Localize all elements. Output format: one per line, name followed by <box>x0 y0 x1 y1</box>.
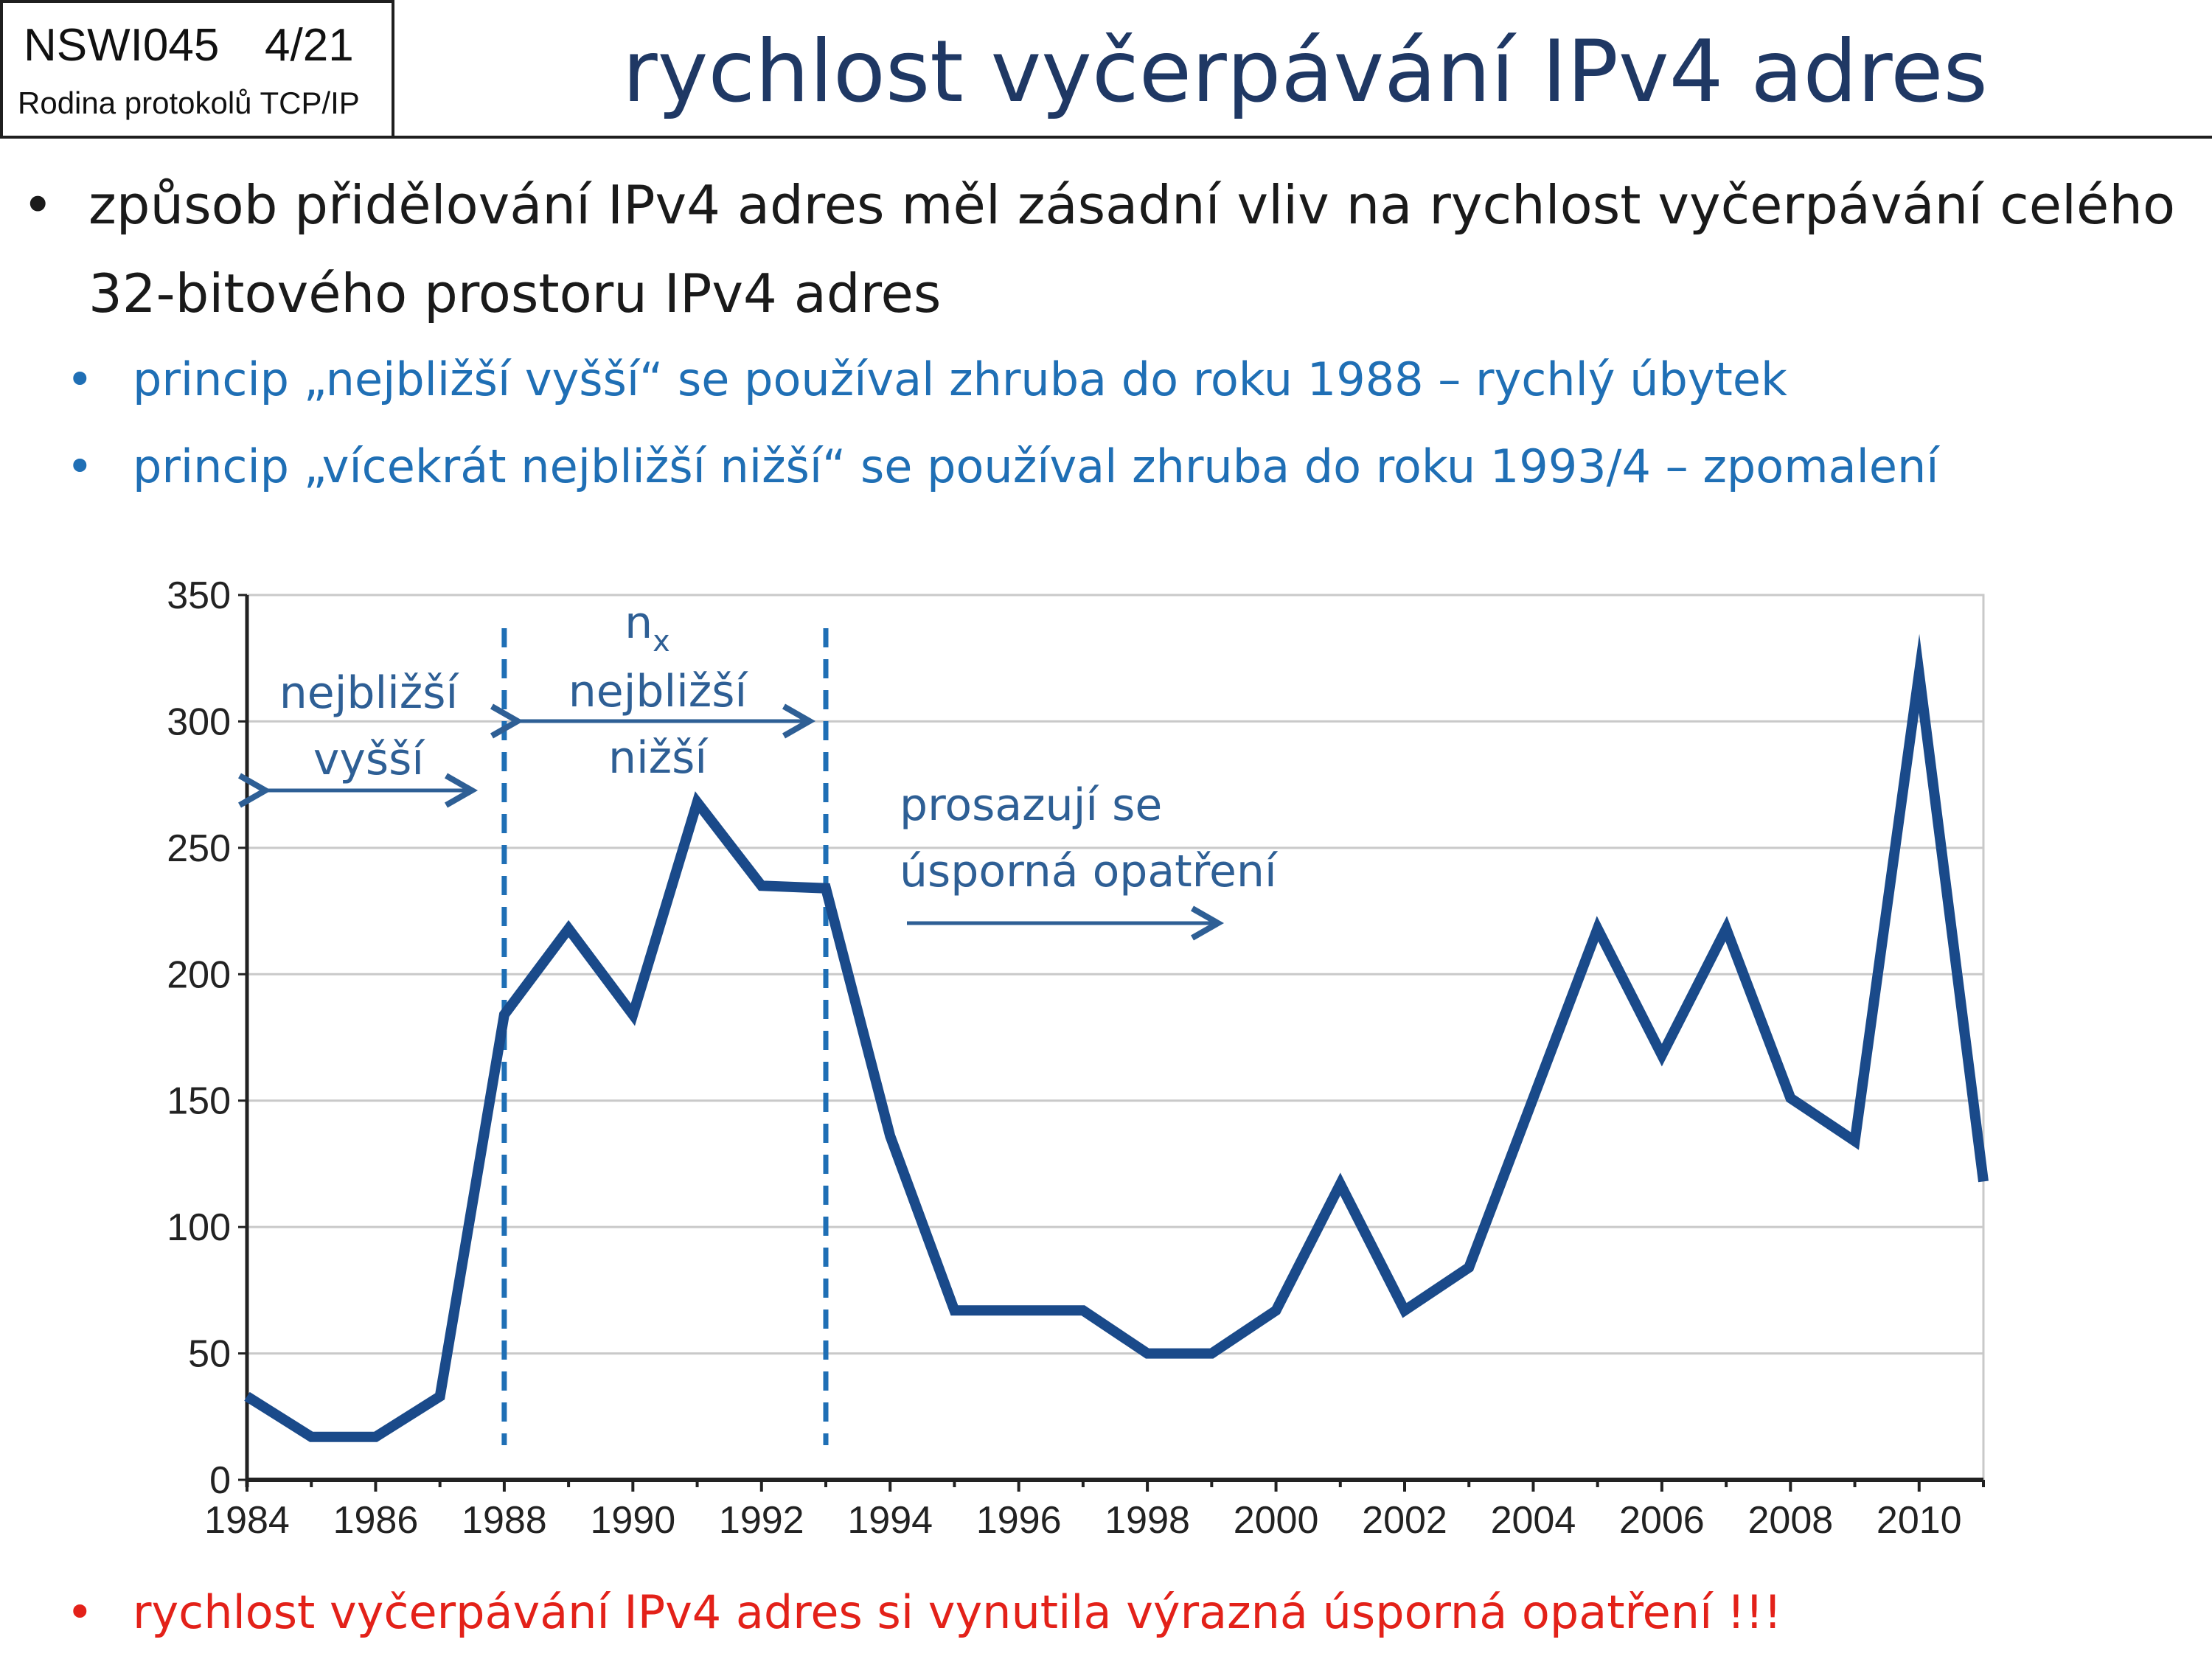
mid-annotation-line2: nižší <box>608 732 709 784</box>
course-name: Rodina protokolů TCP/IP <box>18 86 360 120</box>
slide-header: NSWI045 4/21 Rodina protokolů TCP/IP ryc… <box>0 0 2212 139</box>
data-point <box>439 1396 441 1397</box>
mid-annotation-n: nx <box>625 597 670 658</box>
series-layer <box>244 633 1989 1442</box>
data-point <box>310 1436 312 1438</box>
data-point <box>1404 1310 1405 1311</box>
y-tick-label: 300 <box>167 700 231 743</box>
data-point <box>1983 1180 1984 1182</box>
bullet-dot: • <box>66 1585 94 1639</box>
y-tick-label: 150 <box>167 1080 231 1123</box>
data-point <box>1468 1267 1470 1268</box>
grid-lines <box>247 594 1983 1481</box>
data-point <box>1340 1183 1341 1185</box>
data-point <box>1597 928 1599 930</box>
data-point <box>697 801 698 803</box>
x-tick-label: 1986 <box>333 1499 419 1542</box>
data-point <box>246 1396 248 1397</box>
x-tick-label: 1998 <box>1105 1499 1190 1542</box>
plot-frame <box>246 594 1985 1481</box>
x-tick-label: 1984 <box>204 1499 290 1542</box>
x-tick-label: 1988 <box>462 1499 547 1542</box>
data-point <box>632 1014 633 1015</box>
ipv4-allocation-chart: 0 50 100 150 200 250 300 350 1984 1986 1988 1990 199… <box>167 574 1989 1542</box>
x-tick-label: 2002 <box>1362 1499 1447 1542</box>
course-code: NSWI045 <box>24 20 220 71</box>
data-point <box>1725 928 1727 930</box>
right-annotation-line1: prosazují se <box>900 779 1162 831</box>
data-point <box>1661 1054 1663 1056</box>
data-point <box>1147 1353 1148 1354</box>
data-point <box>375 1436 376 1438</box>
x-tick-label: 2008 <box>1747 1499 1833 1542</box>
left-annotation-line2: vyšší <box>313 734 426 785</box>
y-tick-label: 200 <box>167 953 231 996</box>
data-point <box>889 1135 891 1137</box>
left-annotation-line1: nejbližší <box>279 667 460 719</box>
axes: 0 50 100 150 200 250 300 350 1984 1986 1988 1990 199… <box>167 574 1985 1542</box>
y-tick-label: 0 <box>209 1459 231 1502</box>
mid-annotation-n-main: n <box>625 597 653 649</box>
x-tick-label: 1994 <box>847 1499 933 1542</box>
bullet-dot: • <box>66 439 94 493</box>
data-point <box>1211 1353 1212 1354</box>
y-tick-label: 50 <box>188 1333 231 1376</box>
mid-annotation-n-subscript: x <box>653 625 670 658</box>
x-tick-label: 1992 <box>719 1499 804 1542</box>
x-tick-label: 1990 <box>590 1499 675 1542</box>
data-point <box>1854 1141 1856 1142</box>
page-number: 4/21 <box>265 20 354 71</box>
right-annotation-line2: úsporná opatření <box>900 846 1279 897</box>
sub-bullet-1-text: princip „nejbližší vyšší“ se používal zh… <box>133 352 1787 406</box>
data-point <box>1919 672 1920 674</box>
data-point <box>761 885 762 886</box>
data-point <box>953 1310 955 1311</box>
footer-bullet-text: rychlost vyčerpávání IPv4 adres si vynut… <box>133 1585 1782 1639</box>
data-point <box>1276 1310 1277 1311</box>
data-point <box>504 1014 505 1015</box>
y-tick-label: 350 <box>167 574 231 617</box>
annotations: nejbližší vyšší nx nejbližší nižší prosa… <box>238 597 1279 941</box>
x-tick-label: 2006 <box>1619 1499 1705 1542</box>
slide-title: rychlost vyčerpávání IPv4 adres <box>622 22 1988 122</box>
x-tick-label: 2000 <box>1234 1499 1319 1542</box>
sub-bullet-2-text: princip „vícekrát nejbližší nižší“ se po… <box>133 439 1939 493</box>
data-point <box>1082 1310 1084 1311</box>
x-tick-label: 2004 <box>1491 1499 1576 1542</box>
data-point <box>1018 1310 1020 1311</box>
y-tick-label: 250 <box>167 827 231 870</box>
bullet-dot: • <box>66 352 94 406</box>
x-tick-label: 1996 <box>976 1499 1062 1542</box>
data-point <box>568 928 569 930</box>
data-point <box>1790 1097 1791 1099</box>
mid-annotation-line1: nejbližší <box>568 666 749 717</box>
main-bullet-text: způsob přidělování IPv4 adres měl zásadn… <box>88 174 2176 324</box>
x-tick-label: 2010 <box>1877 1499 1962 1542</box>
data-point <box>1532 1097 1534 1099</box>
y-tick-label: 100 <box>167 1206 231 1249</box>
course-info-box: NSWI045 4/21 Rodina protokolů TCP/IP <box>0 0 394 139</box>
data-point <box>825 888 827 889</box>
series-line <box>244 633 1989 1442</box>
bullet-dot: • <box>22 174 54 236</box>
